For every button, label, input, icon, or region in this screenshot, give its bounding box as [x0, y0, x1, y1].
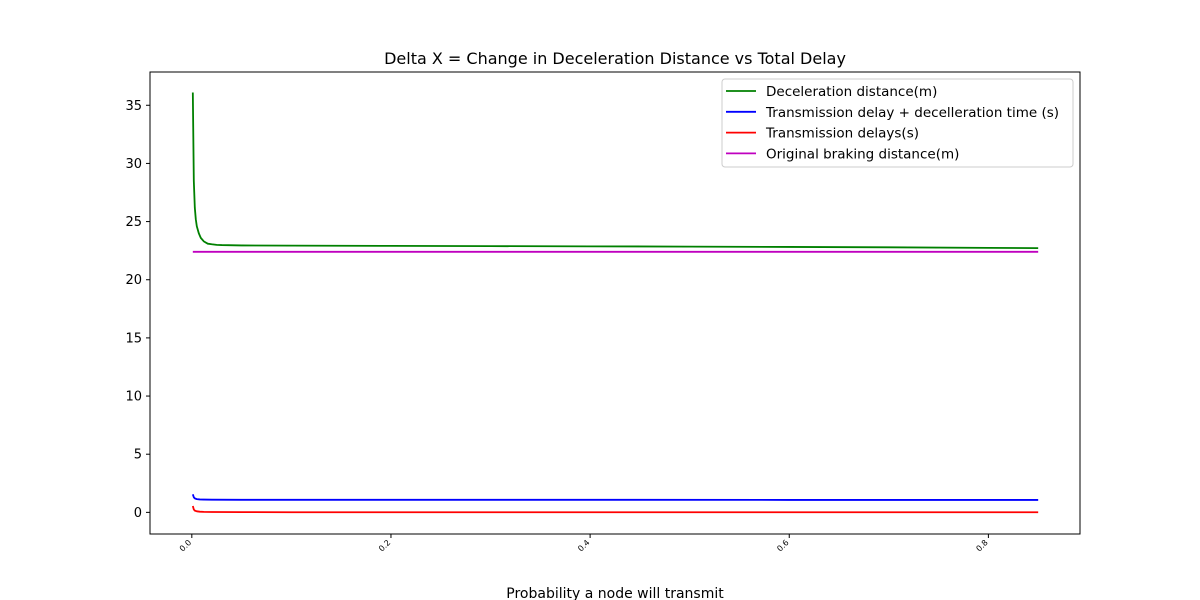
legend-label: Transmission delay + decelleration time …: [765, 105, 1059, 121]
x-tick-label: 0.8: [974, 538, 989, 553]
legend-label: Transmission delays(s): [765, 126, 919, 142]
plot-area: [191, 92, 1039, 514]
y-tick-label: 35: [125, 99, 142, 114]
series-line-1: [191, 92, 1039, 249]
x-tick-label: 0.2: [377, 538, 392, 553]
series-line-3: [191, 505, 1039, 514]
y-tick-label: 0: [134, 506, 142, 521]
x-tick-label: 0.0: [178, 538, 193, 553]
y-tick-label: 10: [125, 390, 142, 405]
legend-frame: [721, 78, 1074, 168]
axes: 0 5 10 15 20 25 30 35 0.0 0.2 0.4 0.6 0.8: [125, 71, 1081, 553]
y-tick-label: 30: [125, 157, 142, 172]
legend: Deceleration distance(m) Transmission del…: [721, 78, 1074, 168]
legend-label: Deceleration distance(m): [766, 84, 937, 100]
axes-frame: [149, 71, 1081, 535]
y-tick-label: 5: [134, 448, 142, 463]
series-line-2: [191, 494, 1039, 501]
x-tick-label: 0.4: [576, 538, 591, 553]
y-tick-label: 20: [125, 273, 142, 288]
y-tick-label: 25: [125, 215, 142, 230]
x-tick-label: 0.6: [775, 538, 790, 553]
legend-label: Original braking distance(m): [766, 146, 959, 162]
y-tick-label: 15: [125, 331, 142, 346]
chart-title: Delta X = Change in Deceleration Distanc…: [384, 49, 846, 68]
x-axis-label: Probability a node will transmit: [506, 586, 724, 600]
